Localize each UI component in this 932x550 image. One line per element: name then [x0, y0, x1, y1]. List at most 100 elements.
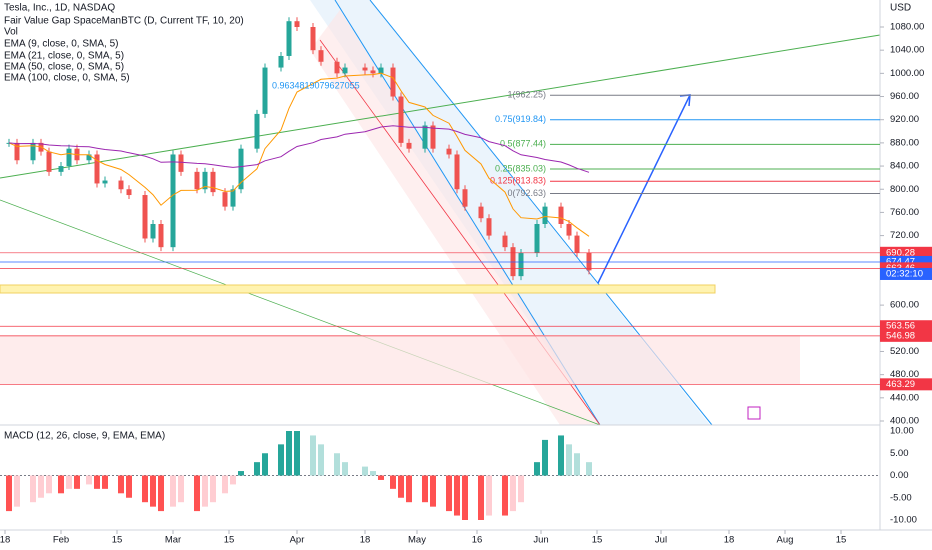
fib-label: 1(962.25): [507, 90, 546, 100]
y-tick-label: 880.00: [890, 137, 919, 148]
channel-fill: [310, 0, 710, 425]
candle: [378, 67, 384, 74]
macd-bar: [486, 475, 492, 516]
candle: [118, 180, 124, 190]
candle: [14, 142, 20, 161]
macd-bar: [30, 475, 36, 503]
fib-label: 0.5(877.44): [500, 139, 546, 149]
chart-title: Tesla, Inc., 1D, NASDAQ: [4, 3, 115, 14]
macd-bar: [542, 439, 548, 476]
drawings: [0, 0, 932, 531]
macd-bar: [254, 462, 260, 476]
candle: [126, 189, 132, 196]
legend: Tesla, Inc., 1D, NASDAQ Fair Value Gap S…: [4, 3, 911, 442]
x-tick-label: 15: [112, 535, 123, 546]
candle: [502, 235, 508, 248]
macd-bar: [170, 475, 176, 507]
macd-bar: [510, 475, 516, 512]
y-tick-label: 400.00: [890, 416, 919, 427]
fib-label: 0(792.63): [507, 188, 546, 198]
candle: [454, 154, 460, 190]
macd-bar: [142, 475, 148, 503]
candle: [566, 224, 572, 236]
price-tag: [880, 329, 932, 342]
candle: [158, 224, 164, 248]
candle: [202, 171, 208, 190]
y-tick-label: 920.00: [890, 114, 919, 125]
candle: [262, 67, 268, 114]
x-tick-label: 15: [592, 535, 603, 546]
legend-line: Vol: [4, 27, 18, 38]
macd-bar: [406, 475, 412, 503]
macd-bar: [86, 475, 92, 485]
x-tick-label: Mar: [165, 535, 181, 546]
candle: [238, 148, 244, 190]
price-tag: [880, 246, 932, 259]
x-tick-label: 18: [0, 535, 10, 546]
x-tick-label: Feb: [53, 535, 69, 546]
y-tick-label: 480.00: [890, 369, 919, 380]
macd-bar: [446, 475, 452, 512]
macd-bar: [518, 475, 524, 503]
candle: [390, 67, 396, 97]
candle: [334, 61, 340, 74]
y-tick-label: 760.00: [890, 207, 919, 218]
y-tick-label: 720.00: [890, 230, 919, 241]
macd-bar: [390, 475, 396, 489]
candle: [446, 148, 452, 155]
macd-bar: [502, 475, 508, 516]
macd-bar: [362, 466, 368, 476]
macd-tick-label: 0.00: [890, 470, 909, 481]
candle: [150, 224, 156, 239]
candle: [430, 125, 436, 149]
currency: USD: [890, 3, 911, 14]
macd-tick-label: -5.00: [890, 492, 912, 503]
macd-bar: [202, 475, 208, 507]
candle: [574, 235, 580, 253]
candle: [478, 206, 484, 219]
x-tick-label: Jul: [655, 535, 667, 546]
x-tick-label: 15: [836, 535, 847, 546]
legend-line: EMA (100, close, 0, SMA, 5): [4, 73, 130, 84]
candle: [170, 154, 176, 248]
candle: [342, 67, 348, 74]
macd-bar: [586, 462, 592, 476]
y-tick-label: 1040.00: [890, 45, 924, 56]
macd-bar: [310, 435, 316, 476]
macd-bar: [222, 475, 228, 494]
ema-line: [8, 72, 590, 237]
legend-line: EMA (21, close, 0, SMA, 5): [4, 51, 124, 62]
macd-title: MACD (12, 26, close, 9, EMA, EMA): [4, 431, 165, 442]
candle: [518, 252, 524, 277]
candle: [230, 189, 236, 207]
macd-bar: [158, 475, 164, 512]
macd-bar: [566, 444, 572, 476]
candle: [278, 55, 284, 68]
fib-label: 0.25(835.03): [495, 163, 546, 173]
countdown-tag: [880, 267, 932, 280]
fib-label: 0.125(813.83): [490, 176, 546, 186]
macd-bar: [14, 475, 20, 507]
macd-bar: [370, 471, 376, 476]
candle: [318, 50, 324, 62]
candle: [142, 195, 148, 239]
candle: [86, 154, 92, 161]
macd-bar: [286, 431, 292, 476]
plot: 1080.00 1040.00 1000.00 960.00 920.00 880.00 8…: [0, 17, 932, 546]
y-tick-label: 960.00: [890, 91, 919, 102]
macd-bar: [454, 475, 460, 516]
candle: [102, 180, 108, 184]
trend-line: [0, 34, 881, 179]
macd-bar: [230, 475, 236, 485]
macd-bar: [178, 475, 184, 503]
candle: [294, 21, 300, 27]
candle: [406, 142, 412, 149]
macd-bar: [278, 444, 284, 476]
candle: [286, 21, 292, 56]
legend-line: EMA (9, close, 0, SMA, 5): [4, 39, 118, 50]
fib-label: 0.75(919.84): [495, 114, 546, 124]
candle: [558, 206, 564, 224]
macd-bar: [534, 462, 540, 476]
candle: [486, 218, 492, 236]
